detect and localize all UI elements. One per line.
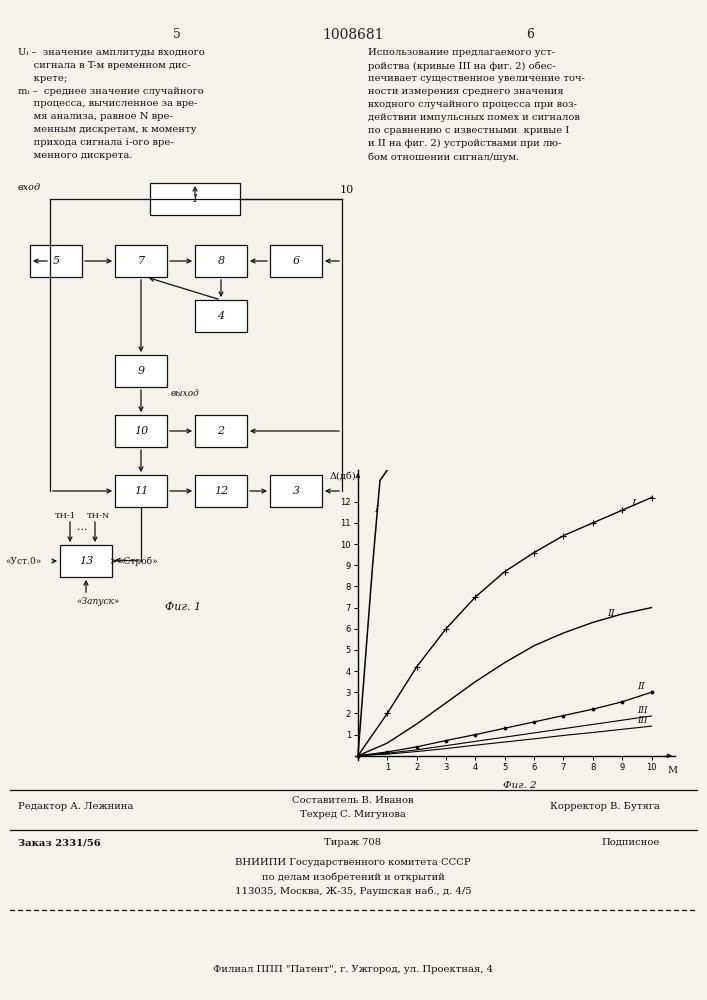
Text: Составитель В. Иванов: Составитель В. Иванов — [292, 796, 414, 805]
Text: 2: 2 — [218, 426, 225, 436]
Bar — [270, 245, 322, 277]
Text: Техред С. Мигунова: Техред С. Мигунова — [300, 810, 406, 819]
Text: «Запуск»: «Запуск» — [76, 597, 119, 606]
Text: 1: 1 — [192, 194, 199, 204]
Text: 12: 12 — [214, 486, 228, 496]
Text: 10: 10 — [340, 185, 354, 195]
Bar — [150, 183, 240, 215]
Text: I: I — [374, 505, 378, 514]
Text: Фиг. 2: Фиг. 2 — [503, 781, 536, 790]
Text: 5: 5 — [173, 28, 181, 41]
Text: Подписное: Подписное — [602, 838, 660, 847]
Text: Использование предлагаемого уст-
ройства (кривые III на фиг. 2) обес-
печивает с: Использование предлагаемого уст- ройства… — [368, 48, 585, 162]
Text: 3: 3 — [293, 486, 300, 496]
Bar — [60, 545, 112, 577]
Text: Тираж 708: Тираж 708 — [325, 838, 382, 847]
Text: Редактор А. Лежнина: Редактор А. Лежнина — [18, 802, 134, 811]
Text: III: III — [637, 716, 648, 725]
Text: вход: вход — [18, 182, 41, 192]
Bar — [195, 300, 247, 332]
Bar — [30, 245, 82, 277]
Text: 11: 11 — [134, 486, 148, 496]
Text: 8: 8 — [218, 256, 225, 266]
Text: выход: выход — [171, 388, 200, 397]
Text: Заказ 2331/56: Заказ 2331/56 — [18, 838, 101, 847]
Text: I: I — [631, 499, 635, 508]
Text: «Уст.0»: «Уст.0» — [5, 556, 42, 566]
Text: ВНИИПИ Государственного комитета СССР: ВНИИПИ Государственного комитета СССР — [235, 858, 471, 867]
Bar — [270, 475, 322, 507]
Bar — [115, 355, 167, 387]
Text: II: II — [607, 609, 615, 618]
Text: 7: 7 — [137, 256, 144, 266]
Text: 6: 6 — [293, 256, 300, 266]
Text: 6: 6 — [526, 28, 534, 41]
Bar — [195, 475, 247, 507]
Text: Δ(дб): Δ(дб) — [330, 472, 356, 481]
Text: II: II — [637, 682, 645, 691]
Text: 10: 10 — [134, 426, 148, 436]
Text: 5: 5 — [52, 256, 59, 266]
Text: ТН-1: ТН-1 — [55, 512, 76, 520]
Text: 1008681: 1008681 — [322, 28, 384, 42]
Text: Фиг. 1: Фиг. 1 — [165, 602, 201, 612]
Text: по делам изобретений и открытий: по делам изобретений и открытий — [262, 872, 445, 882]
Text: «Строб»: «Строб» — [118, 556, 158, 566]
Text: ТН-N: ТН-N — [88, 512, 110, 520]
Text: Филиал ППП "Патент", г. Ужгород, ул. Проектная, 4: Филиал ППП "Патент", г. Ужгород, ул. Про… — [213, 965, 493, 974]
Text: 113035, Москва, Ж-35, Раушская наб., д. 4/5: 113035, Москва, Ж-35, Раушская наб., д. … — [235, 886, 472, 896]
Text: 9: 9 — [137, 366, 144, 376]
Text: 4: 4 — [218, 311, 225, 321]
Bar — [115, 415, 167, 447]
Text: ...: ... — [77, 522, 87, 532]
Text: 13: 13 — [79, 556, 93, 566]
Bar — [195, 245, 247, 277]
Text: Uᵢ –  значение амплитуды входного
     сигнала в T-м временном дис-
     крете;
: Uᵢ – значение амплитуды входного сигнала… — [18, 48, 205, 160]
Bar — [115, 475, 167, 507]
Text: III: III — [637, 706, 648, 715]
Bar — [195, 415, 247, 447]
Text: Корректор В. Бутяга: Корректор В. Бутяга — [550, 802, 660, 811]
Text: M: M — [667, 766, 677, 775]
Bar — [115, 245, 167, 277]
